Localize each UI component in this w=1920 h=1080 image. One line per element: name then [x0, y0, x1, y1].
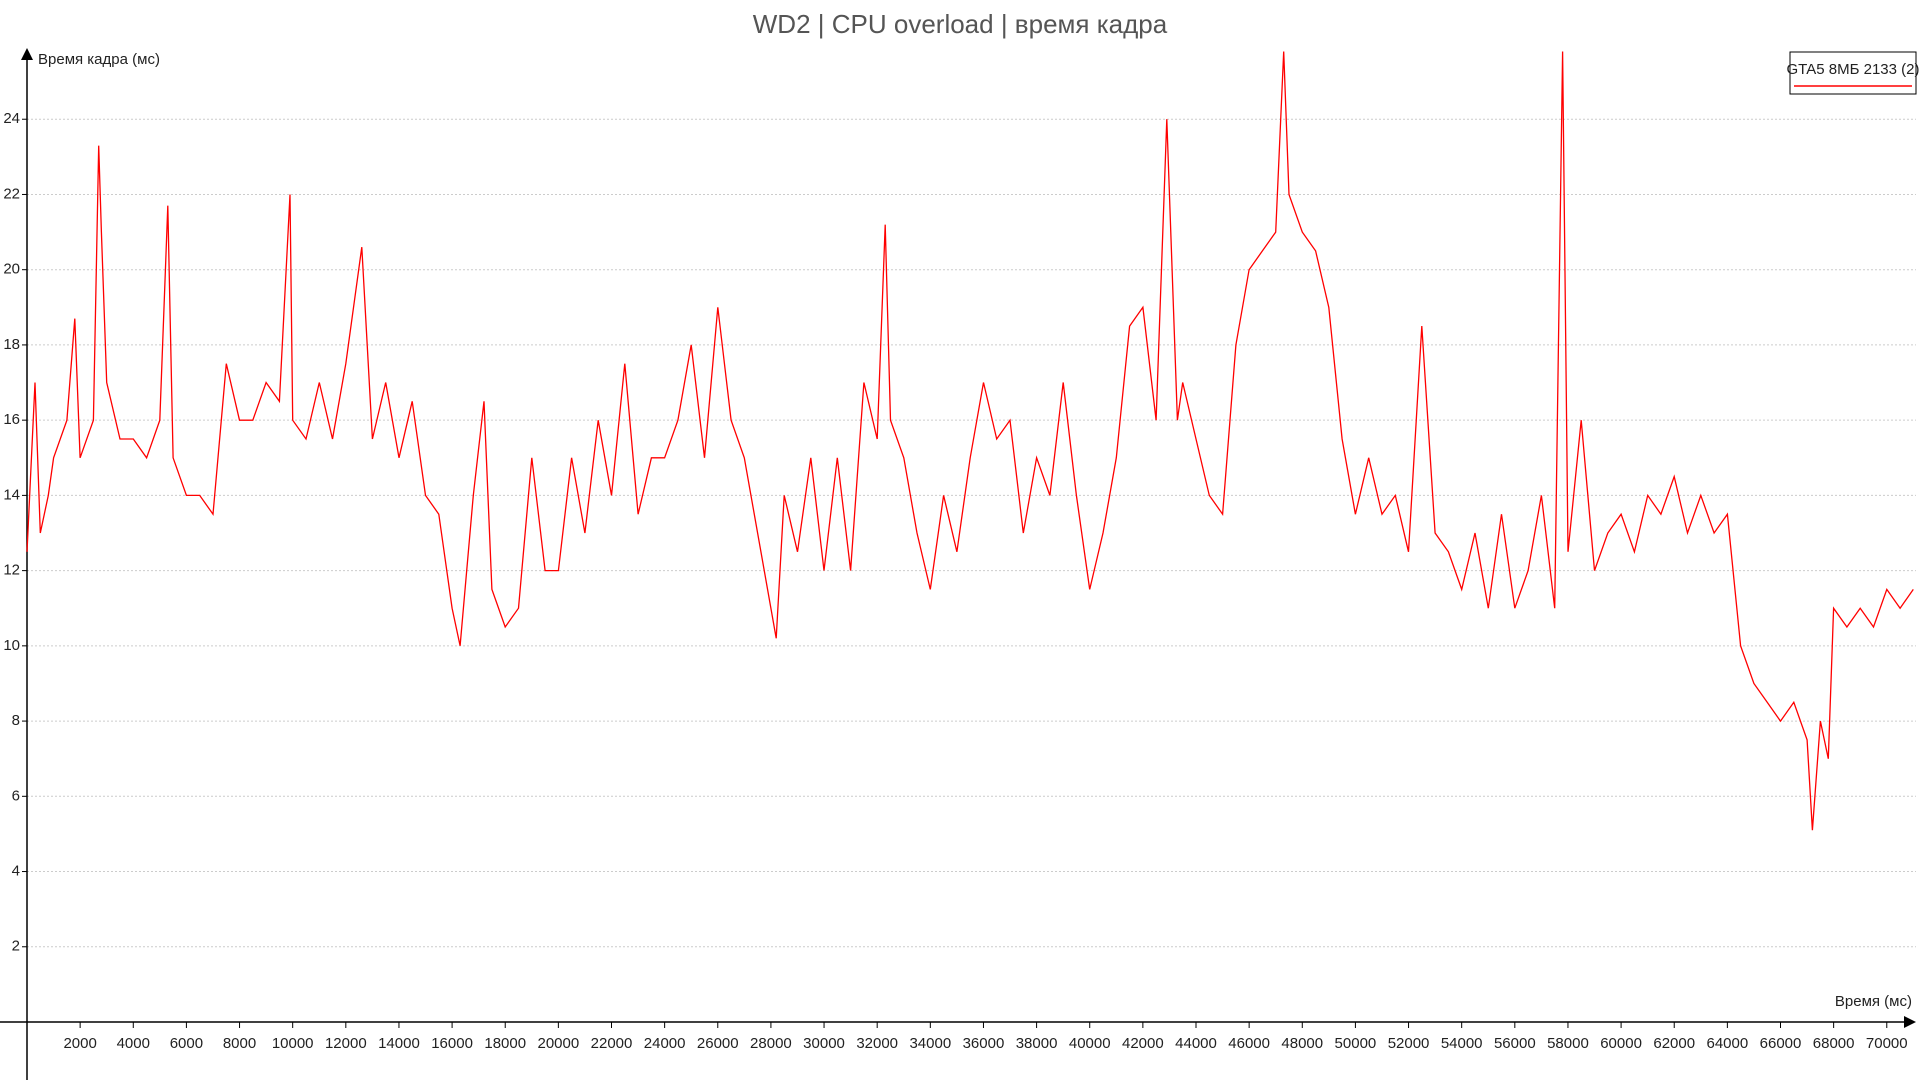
x-tick-label: 64000	[1707, 1035, 1749, 1052]
y-tick-label: 18	[3, 336, 20, 353]
y-axis-arrow	[21, 48, 33, 60]
y-tick-label: 4	[12, 863, 20, 880]
x-tick-label: 56000	[1494, 1035, 1536, 1052]
x-tick-label: 20000	[538, 1035, 580, 1052]
x-tick-label: 66000	[1760, 1035, 1802, 1052]
x-tick-label: 14000	[378, 1035, 420, 1052]
x-tick-label: 22000	[591, 1035, 633, 1052]
y-tick-label: 22	[3, 185, 20, 202]
x-tick-label: 44000	[1175, 1035, 1217, 1052]
legend-box	[1789, 51, 1917, 95]
y-tick-label: 16	[3, 411, 20, 428]
x-tick-label: 32000	[856, 1035, 898, 1052]
y-tick-label: 10	[3, 637, 20, 654]
legend-label: GTA5 8МБ 2133 (2)	[1787, 61, 1920, 78]
x-tick-label: 24000	[644, 1035, 686, 1052]
y-tick-label: 2	[12, 938, 20, 955]
x-tick-label: 46000	[1228, 1035, 1270, 1052]
x-tick-label: 16000	[431, 1035, 473, 1052]
x-tick-label: 10000	[272, 1035, 314, 1052]
y-tick-label: 24	[3, 110, 20, 127]
x-tick-label: 28000	[750, 1035, 792, 1052]
x-tick-label: 6000	[170, 1035, 203, 1052]
y-tick-label: 20	[3, 261, 20, 278]
x-tick-label: 48000	[1281, 1035, 1323, 1052]
x-axis-arrow	[1904, 1016, 1916, 1028]
x-tick-label: 18000	[484, 1035, 526, 1052]
y-tick-label: 6	[12, 787, 20, 804]
y-tick-label: 12	[3, 562, 20, 579]
x-tick-label: 60000	[1600, 1035, 1642, 1052]
x-tick-label: 12000	[325, 1035, 367, 1052]
x-tick-label: 68000	[1813, 1035, 1855, 1052]
x-tick-label: 4000	[117, 1035, 150, 1052]
x-tick-label: 2000	[63, 1035, 96, 1052]
x-tick-label: 30000	[803, 1035, 845, 1052]
chart-title: WD2 | CPU overload | время кадра	[753, 9, 1168, 39]
x-tick-label: 36000	[963, 1035, 1005, 1052]
series-line	[26, 51, 1914, 831]
x-tick-label: 40000	[1069, 1035, 1111, 1052]
x-tick-label: 34000	[909, 1035, 951, 1052]
x-tick-label: 70000	[1866, 1035, 1908, 1052]
y-tick-label: 14	[3, 486, 20, 503]
x-tick-label: 8000	[223, 1035, 256, 1052]
x-tick-label: 62000	[1653, 1035, 1695, 1052]
y-tick-label: 8	[12, 712, 20, 729]
y-axis-label: Время кадра (мс)	[38, 51, 160, 68]
x-axis-label: Время (мс)	[1835, 993, 1912, 1010]
x-tick-label: 52000	[1388, 1035, 1430, 1052]
x-tick-label: 26000	[697, 1035, 739, 1052]
x-tick-label: 50000	[1335, 1035, 1377, 1052]
x-tick-label: 42000	[1122, 1035, 1164, 1052]
x-tick-label: 58000	[1547, 1035, 1589, 1052]
x-tick-label: 38000	[1016, 1035, 1058, 1052]
x-tick-label: 54000	[1441, 1035, 1483, 1052]
